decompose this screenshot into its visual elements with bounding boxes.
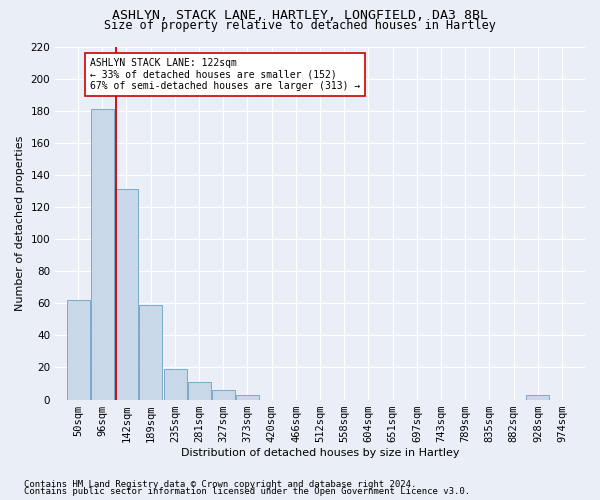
Text: ASHLYN, STACK LANE, HARTLEY, LONGFIELD, DA3 8BL: ASHLYN, STACK LANE, HARTLEY, LONGFIELD, … — [112, 9, 488, 22]
Bar — [212, 390, 235, 400]
Y-axis label: Number of detached properties: Number of detached properties — [15, 136, 25, 310]
X-axis label: Distribution of detached houses by size in Hartley: Distribution of detached houses by size … — [181, 448, 460, 458]
Bar — [91, 109, 114, 400]
Text: Contains HM Land Registry data © Crown copyright and database right 2024.: Contains HM Land Registry data © Crown c… — [24, 480, 416, 489]
Bar — [236, 395, 259, 400]
Bar — [115, 190, 138, 400]
Bar — [67, 300, 90, 400]
Bar — [139, 305, 163, 400]
Bar — [526, 395, 550, 400]
Bar — [188, 382, 211, 400]
Text: ASHLYN STACK LANE: 122sqm
← 33% of detached houses are smaller (152)
67% of semi: ASHLYN STACK LANE: 122sqm ← 33% of detac… — [90, 58, 361, 91]
Bar — [164, 369, 187, 400]
Text: Size of property relative to detached houses in Hartley: Size of property relative to detached ho… — [104, 19, 496, 32]
Text: Contains public sector information licensed under the Open Government Licence v3: Contains public sector information licen… — [24, 487, 470, 496]
